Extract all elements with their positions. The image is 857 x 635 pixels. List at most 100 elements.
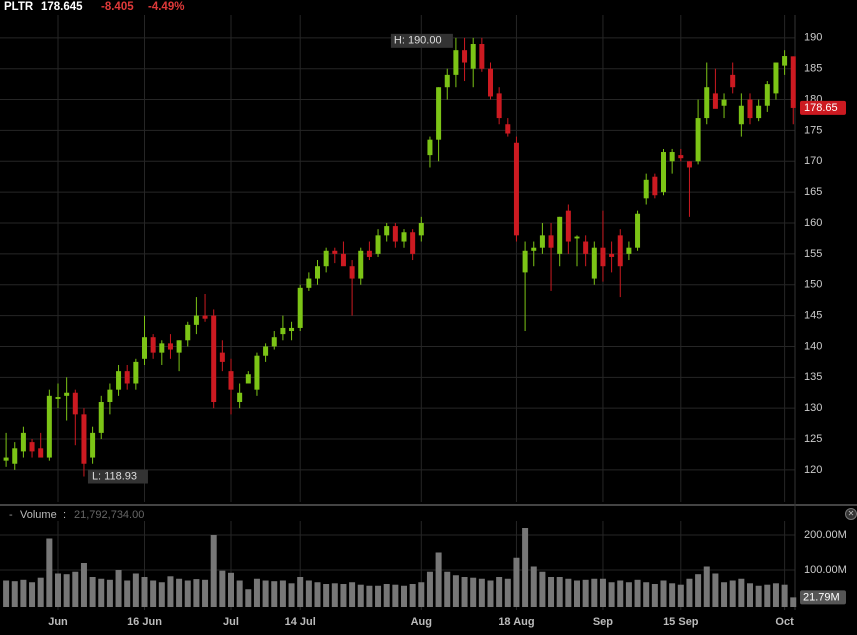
candle-body	[38, 448, 44, 458]
candle-body	[297, 287, 303, 328]
candle-body	[90, 432, 96, 458]
candle-body	[358, 250, 364, 279]
volume-readout: 21,792,734.00	[74, 509, 144, 521]
candle-body	[669, 152, 675, 162]
volume-bar	[392, 584, 399, 607]
candle-body	[245, 374, 251, 384]
close-icon[interactable]: ✕	[848, 509, 855, 518]
candle-body	[678, 155, 684, 159]
y-tick-label: 150	[804, 279, 822, 291]
candle-body	[366, 250, 372, 257]
x-tick-label: Oct	[775, 616, 794, 628]
y-tick-label: 120	[804, 464, 822, 476]
candle-body	[479, 44, 485, 69]
volume-bar	[366, 585, 373, 607]
candle-body	[237, 392, 243, 403]
volume-tick-label: 100.00M	[804, 564, 847, 576]
candle-body	[704, 87, 710, 119]
volume-bar	[20, 579, 27, 607]
volume-bar	[305, 580, 312, 607]
volume-bar	[738, 578, 745, 607]
volume-bar	[72, 571, 79, 607]
candle-body	[315, 266, 320, 279]
volume-bar	[29, 582, 36, 607]
volume-bar	[669, 583, 676, 607]
volume-bar	[314, 582, 321, 607]
volume-bar	[271, 581, 278, 607]
volume-bar	[772, 583, 779, 607]
candle-body	[306, 278, 312, 288]
volume-bar	[686, 578, 693, 607]
volume-bar	[522, 528, 529, 607]
candle-body	[193, 315, 199, 325]
volume-bar	[565, 578, 572, 607]
volume-bar	[210, 535, 217, 607]
volume-bar	[115, 570, 122, 607]
volume-bar	[461, 577, 468, 607]
candle-body	[444, 74, 450, 88]
volume-bar	[219, 570, 226, 607]
x-tick-label: 14 Jul	[285, 616, 316, 628]
volume-bar	[418, 582, 425, 607]
candle-body	[557, 216, 563, 254]
volume-bar	[253, 578, 260, 607]
volume-bar	[3, 580, 10, 607]
candle-body	[323, 250, 329, 267]
candle-body	[617, 235, 623, 267]
candle-body	[410, 232, 416, 254]
volume-bar	[504, 578, 511, 607]
volume-bar	[651, 584, 658, 607]
volume-bar	[288, 583, 295, 607]
volume-bar	[452, 575, 459, 607]
candle-body	[81, 414, 87, 464]
candle-body	[64, 392, 70, 396]
volume-bar	[193, 579, 200, 607]
volume-bar	[184, 580, 191, 607]
volume-bar	[245, 589, 252, 607]
candle-body	[721, 99, 727, 106]
volume-bar	[747, 583, 753, 607]
change: -8.405	[101, 1, 134, 13]
volume-bar	[591, 578, 598, 607]
last-price-tag-label: 178.65	[804, 102, 838, 114]
volume-bar	[150, 580, 157, 607]
candle-body	[626, 247, 632, 254]
volume-bar	[11, 581, 18, 607]
volume-bar	[357, 584, 364, 607]
candle-body	[773, 62, 779, 94]
candle-body	[375, 235, 381, 254]
y-tick-label: 125	[804, 433, 822, 445]
candle-body	[747, 99, 753, 119]
candle-body	[254, 355, 260, 390]
volume-bar	[582, 579, 589, 607]
candle-body	[695, 118, 701, 162]
candle-body	[652, 176, 658, 196]
candle-body	[349, 266, 355, 279]
y-tick-label: 175	[804, 124, 822, 136]
candle-body	[29, 442, 35, 452]
x-tick-label: 18 Aug	[498, 616, 534, 628]
volume-bar	[781, 584, 788, 607]
y-tick-label: 190	[804, 32, 822, 44]
last-price: 178.645	[41, 1, 83, 13]
volume-bar	[487, 580, 494, 607]
x-tick-label: Jul	[223, 616, 239, 628]
volume-bar	[764, 584, 771, 607]
volume-bar	[695, 574, 702, 607]
volume-bar	[444, 571, 451, 607]
volume-bar	[375, 585, 382, 607]
candle-body	[496, 93, 502, 119]
volume-bar	[435, 552, 442, 607]
candle-body	[98, 402, 104, 433]
volume-bar	[202, 579, 209, 607]
y-tick-label: 170	[804, 155, 822, 167]
candle-body	[116, 371, 122, 390]
candle-body	[462, 50, 468, 63]
volume-bar	[176, 578, 183, 607]
volume-bar	[608, 582, 615, 607]
candle-body	[730, 74, 736, 88]
candle-body	[591, 247, 597, 279]
volume-bar	[236, 580, 243, 607]
volume-bar	[158, 582, 165, 607]
volume-bar	[106, 579, 113, 607]
